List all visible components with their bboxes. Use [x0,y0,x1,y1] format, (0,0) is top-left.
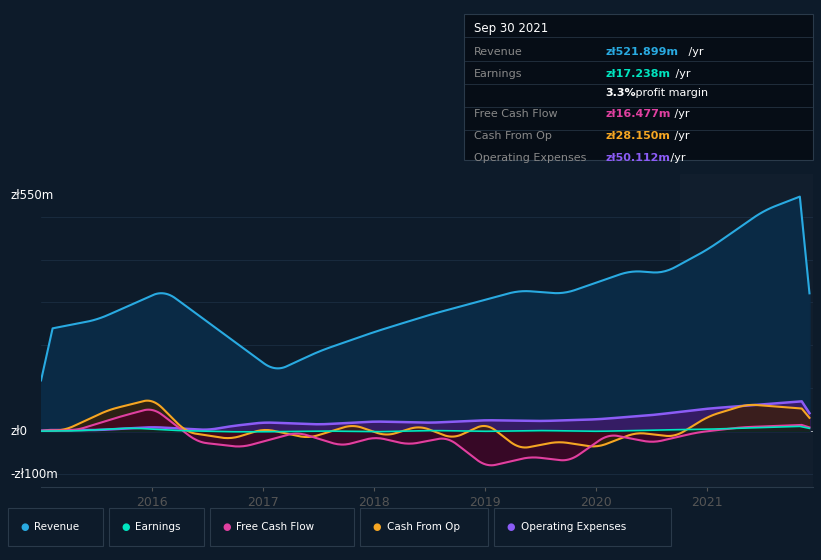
Text: Free Cash Flow: Free Cash Flow [236,522,314,532]
Bar [680,174,813,487]
Text: Free Cash Flow: Free Cash Flow [474,109,557,119]
Text: ●: ● [507,522,515,532]
Text: ●: ● [122,522,130,532]
Text: /yr: /yr [671,109,690,119]
Text: ●: ● [222,522,231,532]
Text: Earnings: Earnings [474,69,522,80]
Text: zł16.477m: zł16.477m [605,109,671,119]
Text: Cash From Op: Cash From Op [387,522,460,532]
Text: profit margin: profit margin [632,88,709,99]
Text: Operating Expenses: Operating Expenses [521,522,626,532]
Text: /yr: /yr [671,131,690,141]
Text: Revenue: Revenue [34,522,80,532]
Text: zł521.899m: zł521.899m [605,47,678,57]
Text: ●: ● [373,522,381,532]
Text: -zł100m: -zł100m [10,468,58,481]
Text: 3.3%: 3.3% [605,88,635,99]
Text: zł0: zł0 [10,425,27,438]
Text: ●: ● [21,522,29,532]
Text: Sep 30 2021: Sep 30 2021 [474,22,548,35]
Text: zł28.150m: zł28.150m [605,131,670,141]
Text: Operating Expenses: Operating Expenses [474,153,586,164]
Text: /yr: /yr [672,69,691,80]
Text: zł550m: zł550m [10,189,53,202]
Text: /yr: /yr [667,153,686,164]
Text: Revenue: Revenue [474,47,522,57]
Text: zł17.238m: zł17.238m [605,69,670,80]
Text: /yr: /yr [685,47,704,57]
Text: zł50.112m: zł50.112m [605,153,670,164]
Text: Cash From Op: Cash From Op [474,131,552,141]
Text: Earnings: Earnings [135,522,181,532]
